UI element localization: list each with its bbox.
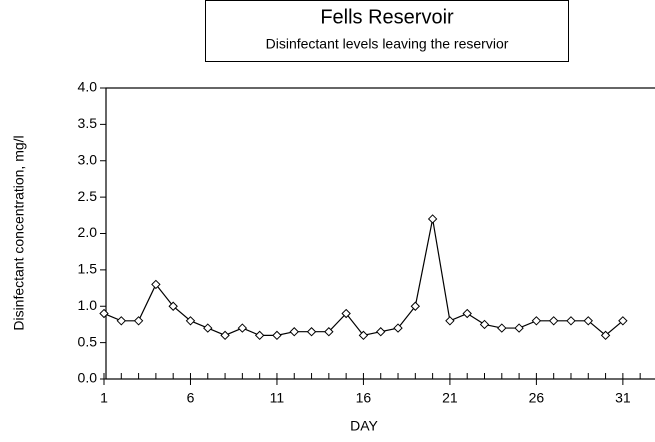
- data-point: [531, 316, 542, 326]
- y-tick-label: 3.0: [78, 151, 98, 167]
- x-axis-label: DAY: [350, 418, 378, 434]
- data-point: [479, 319, 490, 330]
- y-axis-label: Disinfectant concentration, mg/l: [11, 135, 27, 330]
- y-tick-label: 0.5: [78, 333, 98, 349]
- data-point: [600, 330, 611, 341]
- data-point: [514, 323, 524, 333]
- data-point: [289, 327, 299, 337]
- title-box: [205, 0, 569, 62]
- data-point: [548, 316, 559, 326]
- data-line: [103, 218, 624, 337]
- data-point: [254, 330, 265, 341]
- x-tick-label: 26: [529, 390, 545, 406]
- data-point: [151, 279, 161, 290]
- data-point: [566, 316, 576, 326]
- data-point: [618, 316, 628, 326]
- data-point: [133, 316, 144, 326]
- x-tick-label: 16: [356, 390, 372, 406]
- x-tick-label: 31: [615, 390, 631, 406]
- chart-title: Fells Reservoir: [320, 6, 454, 28]
- data-point: [393, 323, 403, 333]
- chart-subtitle: Disinfectant levels leaving the reservio…: [266, 36, 509, 52]
- x-tick-label: 1: [100, 390, 108, 406]
- data-point: [341, 308, 351, 319]
- y-tick-label: 2.5: [78, 188, 98, 204]
- data-point: [462, 308, 472, 319]
- y-tick-label: 2.0: [78, 224, 98, 240]
- x-tick-label: 11: [270, 390, 285, 406]
- data-point: [324, 327, 334, 337]
- data-point: [220, 330, 230, 341]
- x-tick-label: 6: [187, 390, 195, 406]
- data-point: [445, 316, 455, 326]
- data-point: [427, 214, 438, 224]
- data-point: [358, 330, 369, 341]
- x-tick-label: 21: [442, 390, 458, 406]
- data-point: [272, 330, 282, 341]
- y-tick-label: 4.0: [78, 79, 98, 95]
- data-point: [203, 323, 213, 333]
- data-point: [376, 327, 386, 337]
- data-point: [237, 323, 248, 333]
- data-point: [116, 316, 127, 326]
- data-point: [410, 301, 421, 311]
- data-point: [583, 316, 593, 326]
- y-tick-label: 0.0: [78, 370, 98, 386]
- data-point: [497, 323, 507, 333]
- y-tick-label: 1.5: [78, 261, 98, 277]
- data-point: [185, 316, 196, 326]
- data-point: [99, 308, 109, 319]
- y-tick-label: 3.5: [78, 115, 98, 131]
- data-point: [168, 301, 178, 311]
- data-point: [306, 327, 317, 337]
- y-tick-label: 1.0: [78, 297, 98, 313]
